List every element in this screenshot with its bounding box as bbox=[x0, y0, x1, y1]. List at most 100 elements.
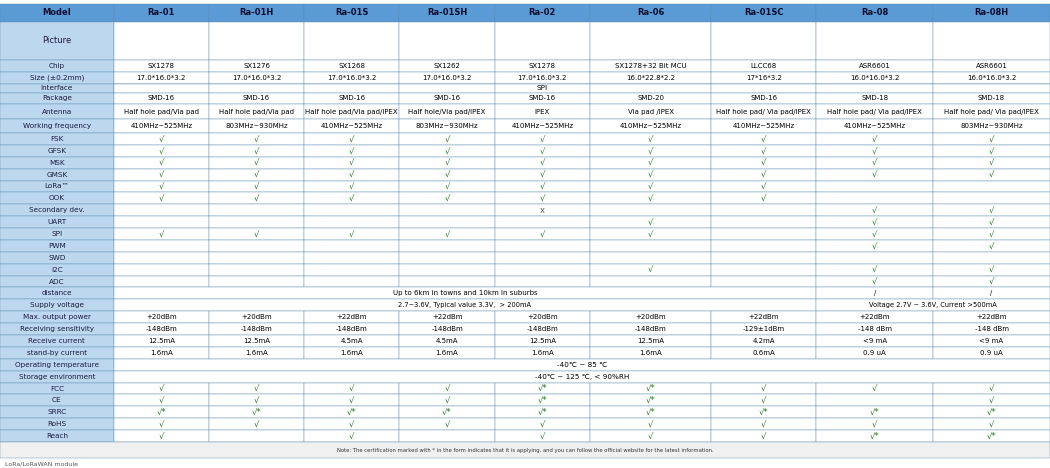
Text: distance: distance bbox=[42, 291, 72, 296]
Text: Antenna: Antenna bbox=[42, 109, 72, 115]
Text: SX1278: SX1278 bbox=[148, 63, 174, 69]
Bar bbox=[816, 347, 933, 359]
Text: FCC: FCC bbox=[49, 386, 64, 392]
Text: 12.5mA: 12.5mA bbox=[637, 338, 664, 344]
Text: SMD-16: SMD-16 bbox=[148, 95, 175, 102]
Bar bbox=[209, 119, 304, 133]
Bar bbox=[590, 104, 711, 119]
Bar bbox=[711, 133, 816, 145]
Bar bbox=[590, 133, 711, 145]
Bar bbox=[711, 228, 816, 240]
Text: √*: √* bbox=[869, 408, 880, 417]
Bar bbox=[209, 263, 304, 276]
Bar bbox=[495, 216, 590, 228]
Bar bbox=[495, 240, 590, 252]
Bar bbox=[590, 406, 711, 418]
Text: √: √ bbox=[540, 420, 545, 429]
Text: Via pad /IPEX: Via pad /IPEX bbox=[628, 109, 673, 115]
Bar bbox=[590, 168, 711, 181]
Text: 410MHz~525MHz: 410MHz~525MHz bbox=[620, 123, 681, 129]
Text: I2C: I2C bbox=[51, 267, 63, 273]
Bar bbox=[933, 216, 1050, 228]
Bar bbox=[113, 300, 816, 311]
Text: √: √ bbox=[254, 229, 259, 239]
Bar bbox=[0, 204, 113, 216]
Text: SMD-16: SMD-16 bbox=[529, 95, 555, 102]
Text: √: √ bbox=[444, 170, 449, 179]
Bar bbox=[399, 347, 495, 359]
Bar bbox=[209, 22, 304, 60]
Text: √: √ bbox=[444, 182, 449, 191]
Bar bbox=[590, 252, 711, 263]
Text: √: √ bbox=[872, 134, 878, 143]
Bar bbox=[816, 335, 933, 347]
Bar bbox=[304, 252, 399, 263]
Text: √*: √* bbox=[252, 408, 261, 417]
Text: +22dBm: +22dBm bbox=[337, 314, 368, 320]
Bar bbox=[399, 406, 495, 418]
Bar bbox=[816, 216, 933, 228]
Bar bbox=[209, 168, 304, 181]
Text: √: √ bbox=[989, 218, 994, 227]
Text: Ra-06: Ra-06 bbox=[637, 8, 665, 17]
Bar bbox=[816, 228, 933, 240]
Bar bbox=[816, 22, 933, 60]
Text: √: √ bbox=[349, 384, 355, 393]
Bar bbox=[399, 84, 495, 93]
Text: √: √ bbox=[648, 265, 653, 274]
Bar bbox=[816, 382, 933, 395]
Bar bbox=[0, 263, 113, 276]
Bar bbox=[590, 311, 711, 323]
Text: stand-by current: stand-by current bbox=[26, 350, 87, 356]
Text: 1.6mA: 1.6mA bbox=[639, 350, 662, 356]
Bar bbox=[816, 263, 933, 276]
Bar bbox=[209, 240, 304, 252]
Text: Half hole pad/ Via pad/IPEX: Half hole pad/ Via pad/IPEX bbox=[827, 109, 922, 115]
Bar bbox=[590, 84, 711, 93]
Text: √: √ bbox=[648, 170, 653, 179]
Text: 410MHz~525MHz: 410MHz~525MHz bbox=[320, 123, 383, 129]
Bar bbox=[113, 93, 209, 104]
Bar bbox=[816, 133, 933, 145]
Bar bbox=[113, 347, 209, 359]
Bar bbox=[590, 335, 711, 347]
Bar bbox=[304, 395, 399, 406]
Bar bbox=[399, 133, 495, 145]
Bar bbox=[933, 395, 1050, 406]
Bar bbox=[113, 168, 209, 181]
Text: SX1278: SX1278 bbox=[529, 63, 555, 69]
Bar bbox=[304, 72, 399, 84]
Text: Half hole/Via pad/IPEX: Half hole/Via pad/IPEX bbox=[408, 109, 486, 115]
Bar bbox=[399, 104, 495, 119]
Text: 4.5mA: 4.5mA bbox=[436, 338, 458, 344]
Text: √: √ bbox=[761, 158, 766, 167]
Text: Half hole pad/Via pad: Half hole pad/Via pad bbox=[219, 109, 294, 115]
Text: √: √ bbox=[159, 158, 164, 167]
Bar bbox=[113, 60, 209, 72]
Text: SMD-20: SMD-20 bbox=[637, 95, 664, 102]
Bar bbox=[0, 119, 113, 133]
Bar bbox=[0, 430, 113, 442]
Text: √: √ bbox=[872, 265, 878, 274]
Bar bbox=[0, 252, 113, 263]
Bar bbox=[711, 84, 816, 93]
Text: √: √ bbox=[648, 182, 653, 191]
Bar bbox=[0, 216, 113, 228]
Text: √: √ bbox=[349, 420, 355, 429]
Text: √: √ bbox=[159, 431, 164, 440]
Bar bbox=[113, 84, 1050, 93]
Bar bbox=[711, 4, 816, 22]
Bar bbox=[933, 119, 1050, 133]
Text: √: √ bbox=[540, 158, 545, 167]
Text: 410MHz~525MHz: 410MHz~525MHz bbox=[130, 123, 192, 129]
Text: +22dBm: +22dBm bbox=[432, 314, 462, 320]
Bar bbox=[933, 84, 1050, 93]
Text: √: √ bbox=[989, 384, 994, 393]
Text: √: √ bbox=[648, 229, 653, 239]
Text: Receive current: Receive current bbox=[28, 338, 85, 344]
Bar bbox=[816, 406, 933, 418]
Text: -148dBm: -148dBm bbox=[526, 326, 559, 332]
Bar bbox=[933, 276, 1050, 287]
Text: √: √ bbox=[872, 218, 878, 227]
Text: √: √ bbox=[648, 194, 653, 203]
